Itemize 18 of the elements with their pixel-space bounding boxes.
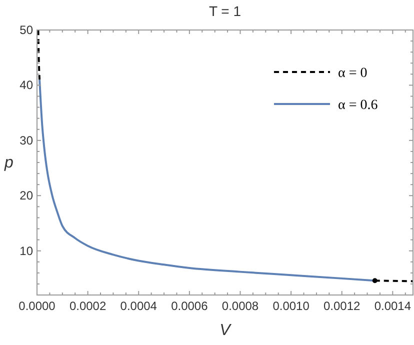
chart-title: T = 1 [208, 3, 242, 19]
x-tick-label: 0.0012 [324, 299, 361, 313]
x-tick-label: 0.0014 [374, 299, 412, 313]
y-tick-label: 40 [20, 78, 34, 92]
legend-label: α = 0.6 [338, 98, 378, 113]
x-tick-label: 0.0004 [120, 299, 158, 313]
legend-label: α = 0 [338, 66, 368, 81]
y-tick-label: 50 [20, 23, 34, 37]
y-tick-label: 10 [20, 244, 34, 258]
x-tick-label: 0.0000 [18, 299, 56, 313]
y-axis-title: p [4, 154, 14, 172]
x-axis-title: V [220, 322, 232, 339]
x-tick-label: 0.0002 [69, 299, 106, 313]
x-tick-label: 0.0010 [272, 299, 310, 313]
x-tick-label: 0.0008 [222, 299, 259, 313]
y-tick-label: 30 [20, 133, 34, 148]
y-tick-label: 20 [20, 188, 34, 203]
x-tick-label: 0.0006 [171, 299, 208, 313]
